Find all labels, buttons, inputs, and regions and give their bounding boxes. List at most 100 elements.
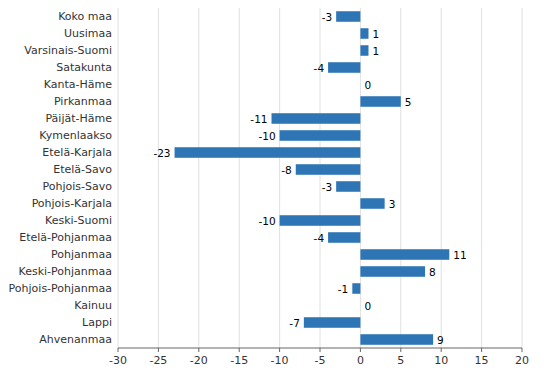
- category-label: Pohjanmaa: [51, 248, 112, 261]
- bar: [360, 96, 400, 107]
- bars: [175, 11, 450, 345]
- data-label: -3: [322, 181, 332, 193]
- x-tick: [481, 348, 482, 352]
- x-tick-label: 15: [475, 354, 489, 367]
- bar: [272, 113, 361, 124]
- bar: [328, 62, 360, 73]
- bar: [360, 79, 361, 90]
- x-tick-label: -5: [315, 354, 326, 367]
- category-label: Kanta-Häme: [44, 78, 112, 91]
- data-label: -4: [314, 232, 325, 244]
- grid-line: [118, 8, 119, 348]
- x-tick: [198, 348, 199, 352]
- grid-line: [239, 8, 240, 348]
- category-label: Pohjois-Savo: [43, 180, 113, 193]
- data-label: 9: [437, 334, 444, 346]
- grid-line: [320, 8, 321, 348]
- category-label: Etelä-Karjala: [42, 146, 112, 159]
- x-tick-label: 20: [515, 354, 529, 367]
- x-tick: [239, 348, 240, 352]
- x-tick-label: -15: [230, 354, 248, 367]
- bar: [360, 249, 449, 260]
- x-tick: [522, 348, 523, 352]
- category-label: Etelä-Savo: [53, 163, 112, 176]
- x-tick: [158, 348, 159, 352]
- category-label: Koko maa: [58, 10, 112, 23]
- x-tick: [441, 348, 442, 352]
- bar: [304, 317, 361, 328]
- data-label: -23: [153, 147, 170, 159]
- grid-line: [158, 8, 159, 348]
- category-label: Keski-Suomi: [45, 214, 112, 227]
- x-tick-label: -25: [149, 354, 167, 367]
- category-label: Uusimaa: [64, 27, 112, 40]
- category-label: Varsinais-Suomi: [24, 44, 112, 57]
- chart-container: -30-25-20-15-10-505101520-311-405-11-10-…: [0, 0, 544, 374]
- data-label: 8: [429, 266, 436, 278]
- x-tick: [360, 348, 361, 352]
- grid-line: [522, 8, 523, 348]
- grid: [118, 8, 522, 348]
- data-label: 0: [364, 300, 371, 312]
- bar: [280, 215, 361, 226]
- category-label: Kainuu: [74, 299, 112, 312]
- category-label: Keski-Pohjanmaa: [19, 265, 112, 278]
- grid-line: [481, 8, 482, 348]
- data-label: 3: [389, 198, 396, 210]
- category-label: Pohjois-Karjala: [32, 197, 112, 210]
- x-tick-label: 0: [357, 354, 364, 367]
- x-tick-label: -10: [271, 354, 289, 367]
- x-tick-label: 10: [434, 354, 448, 367]
- labels: -311-405-11-10-23-8-33-10-4118-10-79: [153, 11, 466, 346]
- bar: [336, 181, 360, 192]
- grid-line: [198, 8, 199, 348]
- category-label: Kymenlaakso: [39, 129, 112, 142]
- bar: [296, 164, 361, 175]
- bar: [336, 11, 360, 22]
- data-label: -7: [289, 317, 299, 329]
- bar: [280, 130, 361, 141]
- category-label: Pohjois-Pohjanmaa: [9, 282, 112, 295]
- data-label: 1: [372, 45, 379, 57]
- x-tick: [118, 348, 119, 352]
- data-label: 1: [372, 28, 379, 40]
- data-label: -11: [250, 113, 267, 125]
- bar: [360, 198, 384, 209]
- bar: [175, 147, 361, 158]
- x-tick: [279, 348, 280, 352]
- data-label: -8: [281, 164, 291, 176]
- grid-line: [279, 8, 280, 348]
- bar: [328, 232, 360, 243]
- category-label: Ahvenanmaa: [39, 333, 112, 346]
- data-label: -10: [258, 130, 275, 142]
- x-tick: [320, 348, 321, 352]
- x-tick-label: -30: [109, 354, 127, 367]
- x-axis: -30-25-20-15-10-505101520: [109, 348, 529, 367]
- category-label: Pirkanmaa: [54, 95, 112, 108]
- category-label: Etelä-Pohjanmaa: [19, 231, 112, 244]
- data-label: 0: [364, 79, 371, 91]
- grid-line: [400, 8, 401, 348]
- category-label: Lappi: [82, 316, 112, 329]
- y-axis: Koko maa Uusimaa Varsinais-Suomi Satakunta K…: [9, 10, 113, 346]
- x-tick: [400, 348, 401, 352]
- grid-line: [441, 8, 442, 348]
- data-label: -10: [258, 215, 275, 227]
- x-axis-line: [118, 348, 522, 349]
- data-label: 5: [405, 96, 412, 108]
- data-label: -1: [338, 283, 348, 295]
- x-tick-label: 5: [397, 354, 404, 367]
- bar: [360, 266, 425, 277]
- data-label: 11: [453, 249, 466, 261]
- bar: [360, 45, 368, 56]
- category-label: Päijät-Häme: [45, 112, 112, 125]
- bar: [360, 300, 361, 311]
- bar: [360, 28, 368, 39]
- category-label: Satakunta: [56, 61, 112, 74]
- bar: [352, 283, 360, 294]
- chart: -30-25-20-15-10-505101520-311-405-11-10-…: [0, 0, 544, 374]
- bar: [360, 334, 433, 345]
- grid-line: [360, 8, 361, 348]
- data-label: -4: [314, 62, 325, 74]
- data-label: -3: [322, 11, 332, 23]
